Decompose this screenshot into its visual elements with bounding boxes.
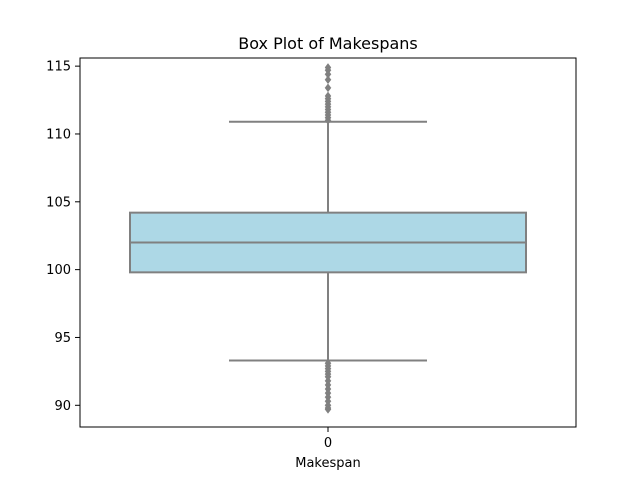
y-tick-label: 105 — [46, 195, 71, 210]
x-axis: 0 — [324, 427, 332, 451]
plot-area — [129, 63, 527, 414]
outlier-point-low — [324, 404, 332, 414]
y-tick-label: 110 — [46, 127, 71, 142]
y-tick-label: 115 — [46, 60, 71, 75]
y-tick-label: 100 — [46, 263, 71, 278]
y-axis: 90 95 100 105 110 115 — [46, 60, 80, 414]
y-tick-label: 90 — [54, 399, 71, 414]
y-tick-label: 95 — [54, 331, 71, 346]
chart-title: Box Plot of Makespans — [238, 34, 418, 53]
outlier-point-high — [324, 91, 332, 101]
outlier-point-high — [324, 75, 332, 85]
x-tick-label: 0 — [324, 436, 332, 451]
outlier-point-high — [324, 63, 332, 72]
x-axis-label: Makespan — [295, 456, 360, 471]
outlier-point-high — [324, 83, 332, 93]
